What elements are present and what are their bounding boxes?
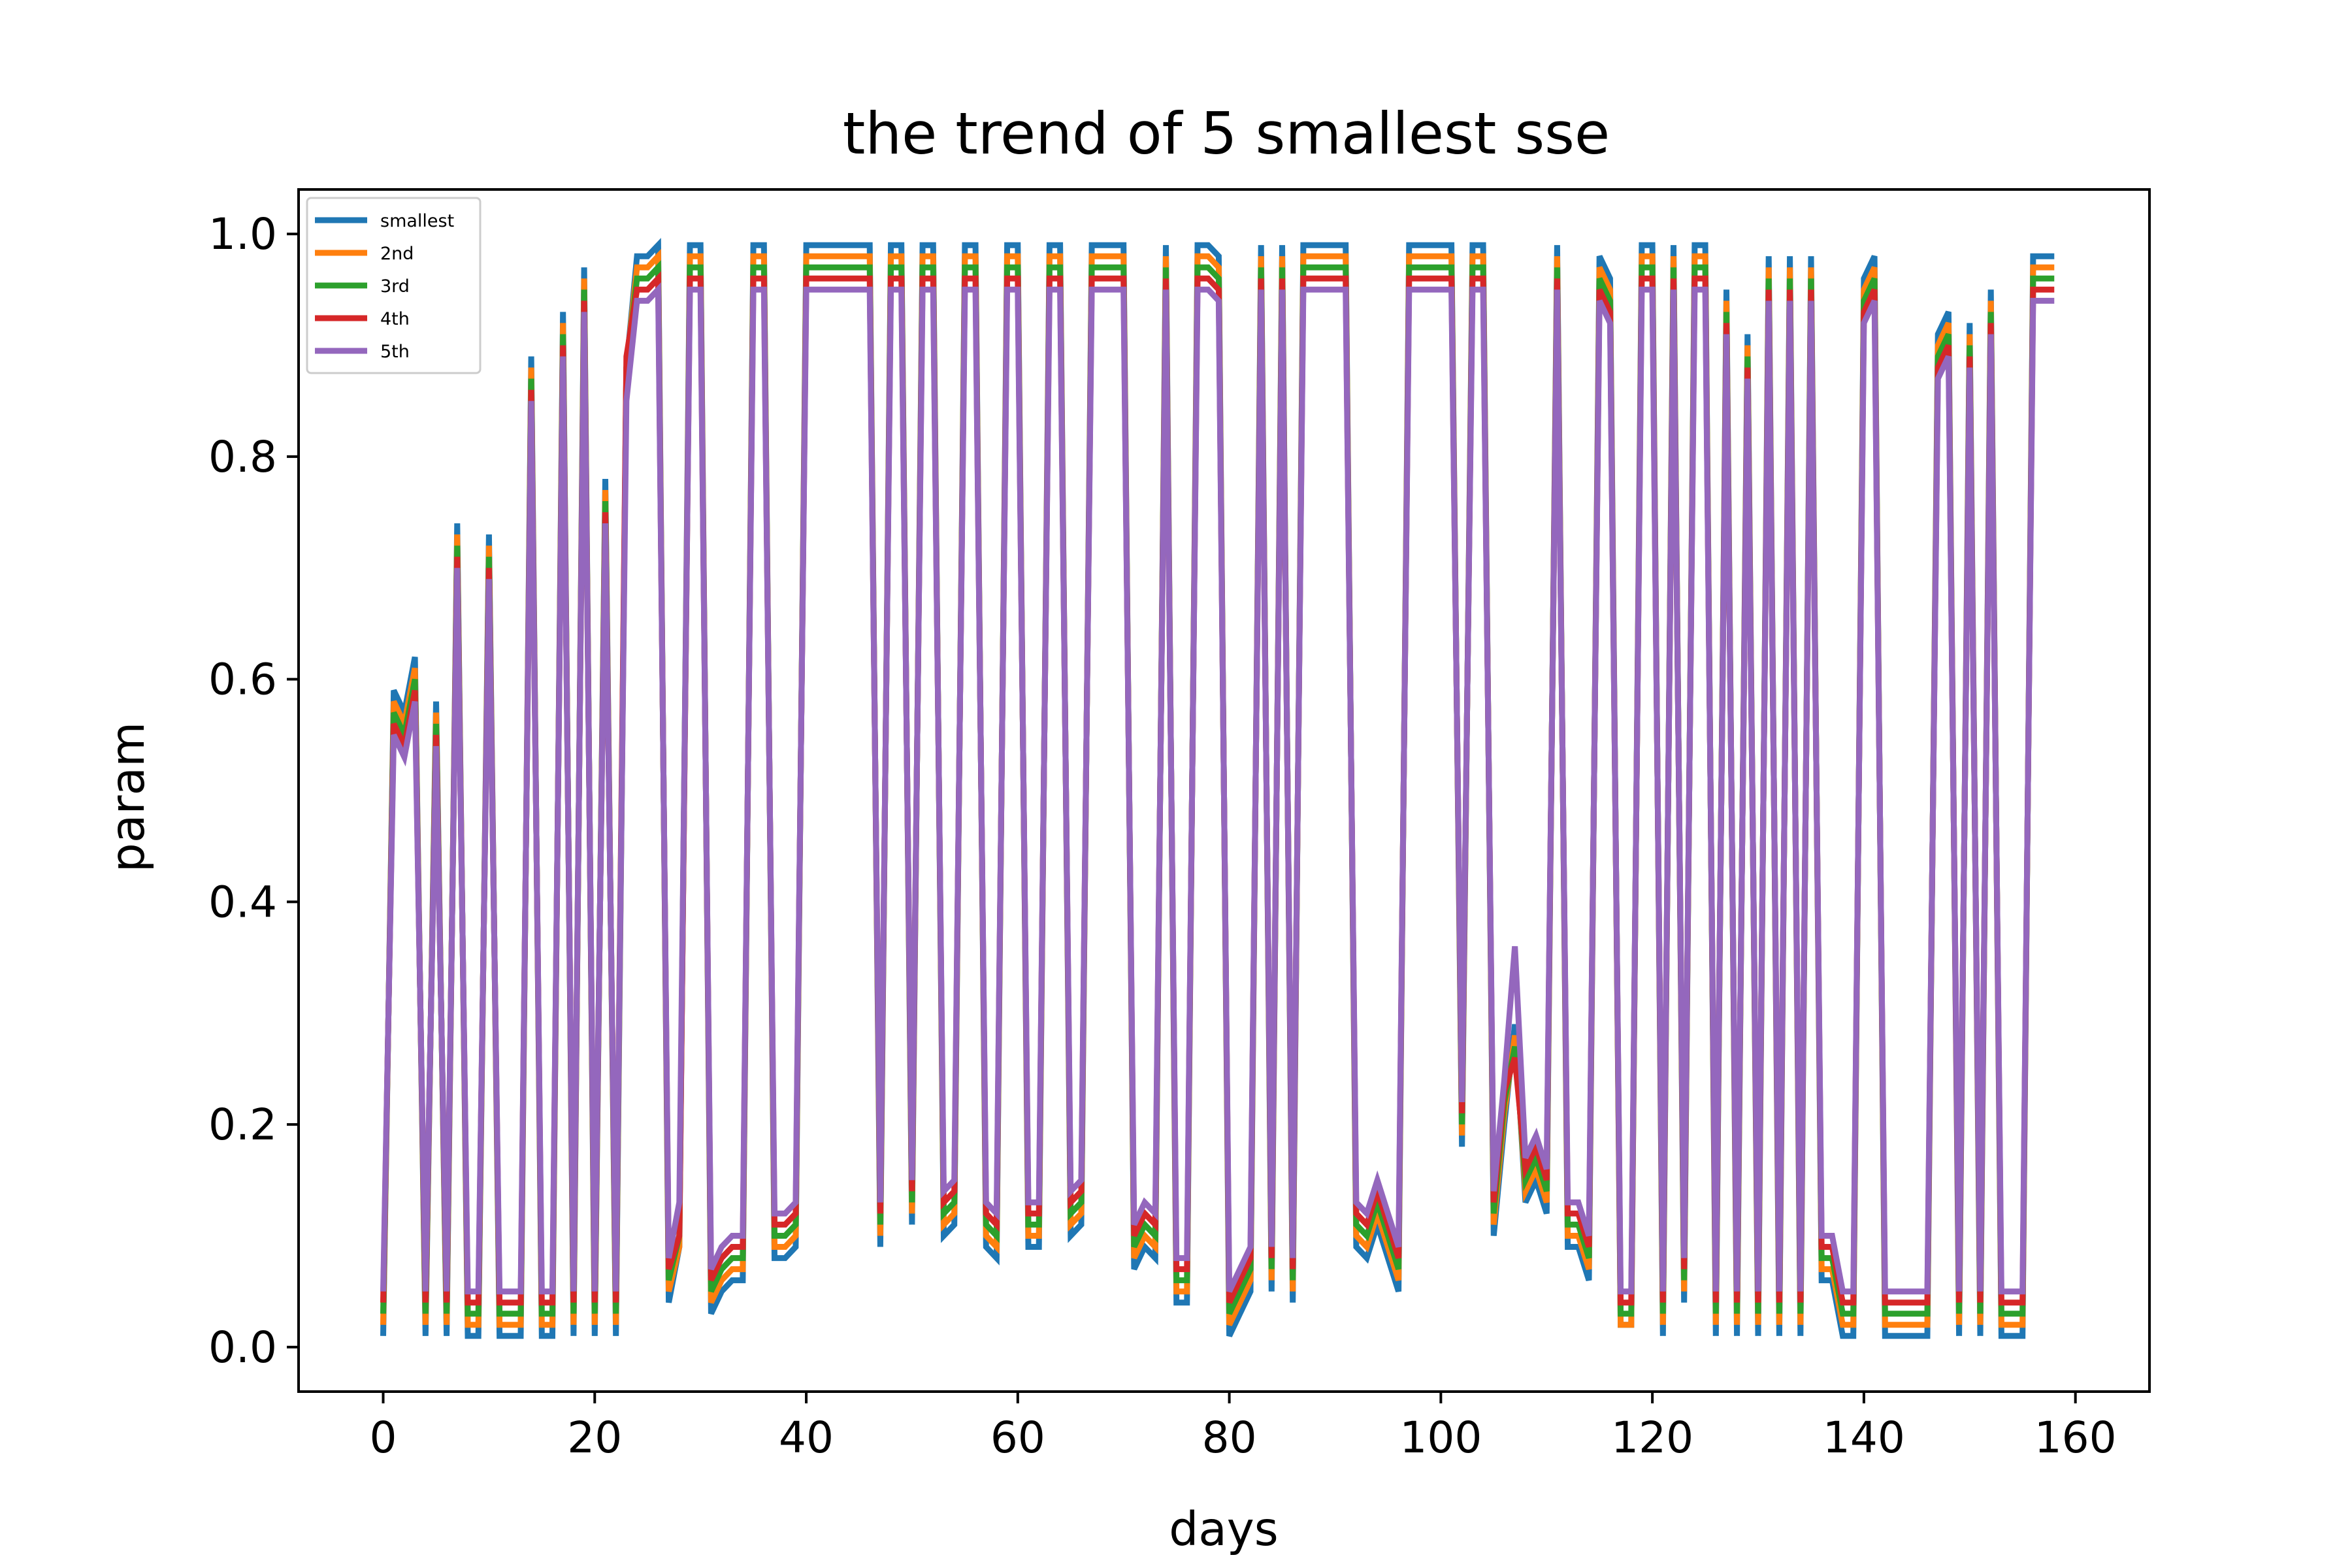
legend: smallest 2nd 3rd 4th 5th bbox=[306, 197, 482, 374]
chart-title: the trend of 5 smallest sse bbox=[843, 100, 1610, 167]
y-tick-label: 0.0 bbox=[208, 1322, 277, 1373]
x-tick-label: 0 bbox=[370, 1413, 397, 1463]
x-tick-label: 120 bbox=[1611, 1413, 1693, 1463]
y-tick-label: 1.0 bbox=[208, 209, 277, 259]
x-tick-label: 60 bbox=[990, 1413, 1045, 1463]
x-tick-label: 160 bbox=[2034, 1413, 2117, 1463]
legend-label-4: 4th bbox=[380, 309, 410, 329]
y-axis: 0.0 0.2 0.4 0.6 0.8 1.0 bbox=[208, 209, 299, 1373]
x-tick-label: 80 bbox=[1202, 1413, 1257, 1463]
y-tick-label: 0.6 bbox=[208, 655, 277, 705]
legend-label-3: 3rd bbox=[380, 276, 410, 297]
x-axis-label: days bbox=[1169, 1502, 1279, 1556]
y-tick-label: 0.4 bbox=[208, 877, 277, 927]
legend-box bbox=[306, 197, 482, 374]
y-axis-label: param bbox=[101, 722, 155, 872]
y-tick-label: 0.8 bbox=[208, 432, 277, 482]
x-tick-label: 140 bbox=[1823, 1413, 1905, 1463]
y-tick-label: 0.2 bbox=[208, 1100, 277, 1150]
x-tick-label: 100 bbox=[1399, 1413, 1482, 1463]
plot-frame bbox=[297, 188, 2151, 1393]
x-tick-label: 40 bbox=[779, 1413, 834, 1463]
legend-label-2: 2nd bbox=[380, 244, 414, 264]
legend-label-1: smallest bbox=[380, 211, 454, 231]
legend-label-5: 5th bbox=[380, 342, 410, 362]
x-axis: 0 20 40 60 80 100 120 140 160 bbox=[370, 1392, 2117, 1463]
x-tick-label: 20 bbox=[567, 1413, 622, 1463]
series-line-5 bbox=[380, 282, 2055, 1295]
series-layer bbox=[380, 238, 2055, 1339]
